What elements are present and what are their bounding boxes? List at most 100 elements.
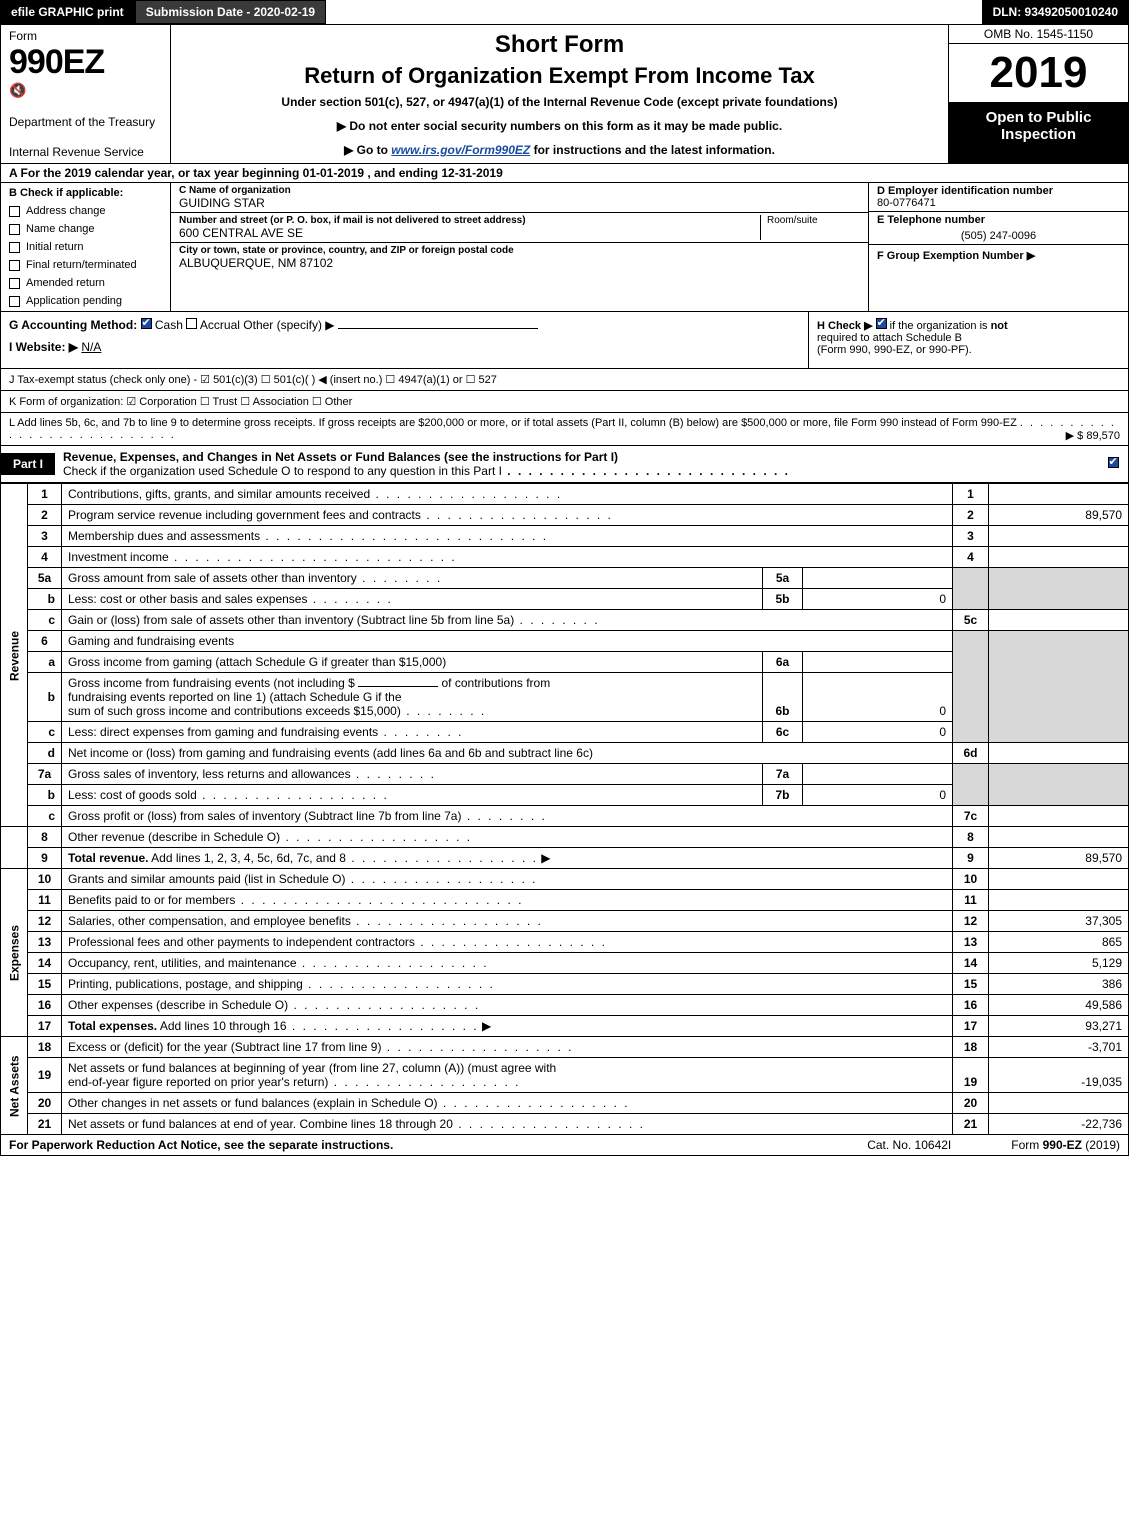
sa-6b: 0 (803, 673, 953, 722)
part1-header: Part I Revenue, Expenses, and Changes in… (0, 446, 1129, 483)
g-other: Other (specify) ▶ (243, 318, 334, 332)
6b-blank[interactable] (358, 686, 438, 687)
j-row: J Tax-exempt status (check only one) - ☑… (0, 369, 1129, 391)
revenue-side-label: Revenue (1, 484, 28, 827)
sl-6a: 6a (763, 652, 803, 673)
a-19: -19,035 (989, 1058, 1129, 1093)
n-20: 20 (953, 1093, 989, 1114)
org-name: GUIDING STAR (179, 196, 860, 210)
title-short: Short Form (181, 31, 938, 59)
a-16: 49,586 (989, 995, 1129, 1016)
p1-dots (502, 464, 790, 478)
chk-address[interactable] (9, 206, 20, 217)
footer-left: For Paperwork Reduction Act Notice, see … (9, 1138, 393, 1152)
efile-print-button[interactable]: efile GRAPHIC print (0, 0, 135, 24)
a-18: -3,701 (989, 1037, 1129, 1058)
submission-date-button[interactable]: Submission Date - 2020-02-19 (135, 0, 326, 24)
a-10 (989, 869, 1129, 890)
a-4 (989, 547, 1129, 568)
subtitle-goto: ▶ Go to www.irs.gov/Form990EZ for instru… (181, 143, 938, 157)
a-20 (989, 1093, 1129, 1114)
revenue-table: Revenue 1 Contributions, gifts, grants, … (0, 483, 1129, 1135)
irs-link[interactable]: www.irs.gov/Form990EZ (391, 143, 530, 157)
chk-amended[interactable] (9, 278, 20, 289)
d-6c: Less: direct expenses from gaming and fu… (68, 725, 378, 739)
n-21: 21 (953, 1114, 989, 1135)
column-d: D Employer identification number 80-0776… (868, 183, 1128, 311)
n-19: 19 (953, 1058, 989, 1093)
chk-initial[interactable] (9, 242, 20, 253)
chk-final[interactable] (9, 260, 20, 271)
opt-final: Final return/terminated (26, 259, 137, 271)
revenue-side-cont (1, 827, 28, 869)
a-12: 37,305 (989, 911, 1129, 932)
row-a-tax-year: A For the 2019 calendar year, or tax yea… (0, 164, 1129, 183)
d-6: Gaming and fundraising events (62, 631, 953, 652)
d-6b-3: fundraising events reported on line 1) (… (68, 690, 402, 704)
d-3: Membership dues and assessments (68, 529, 260, 543)
org-city: ALBUQUERQUE, NM 87102 (179, 256, 860, 270)
part1-title: Revenue, Expenses, and Changes in Net As… (55, 446, 1098, 482)
column-c: C Name of organization GUIDING STAR Numb… (171, 183, 868, 311)
chk-accrual[interactable] (186, 318, 197, 329)
a-14: 5,129 (989, 953, 1129, 974)
d-16: Other expenses (describe in Schedule O) (68, 998, 288, 1012)
ein-value: 80-0776471 (877, 197, 1120, 209)
d-17: Add lines 10 through 16 (160, 1019, 287, 1033)
d-1: Contributions, gifts, grants, and simila… (68, 487, 370, 501)
form-header: Form 990EZ 🔇 Department of the Treasury … (0, 25, 1129, 164)
ln-19: 19 (28, 1058, 62, 1093)
sa-7b: 0 (803, 785, 953, 806)
n-8: 8 (953, 827, 989, 848)
chk-pending[interactable] (9, 296, 20, 307)
a-21: -22,736 (989, 1114, 1129, 1135)
chk-cash[interactable] (141, 318, 152, 329)
website-label: I Website: ▶ (9, 340, 78, 354)
ln-5a: 5a (28, 568, 62, 589)
g-h-row: G Accounting Method: Cash Accrual Other … (0, 312, 1129, 369)
top-bar: efile GRAPHIC print Submission Date - 20… (0, 0, 1129, 25)
b-title: B Check if applicable: (9, 187, 162, 199)
ln-14: 14 (28, 953, 62, 974)
a-7c (989, 806, 1129, 827)
opt-address: Address change (26, 205, 106, 217)
g-other-input[interactable] (338, 328, 538, 329)
h-box: H Check ▶ if the organization is not req… (808, 312, 1128, 368)
opt-initial: Initial return (26, 241, 83, 253)
chk-name[interactable] (9, 224, 20, 235)
a-1 (989, 484, 1129, 505)
a-3 (989, 526, 1129, 547)
n-15: 15 (953, 974, 989, 995)
c-name-label: C Name of organization (179, 185, 860, 196)
c-city-label: City or town, state or province, country… (179, 245, 860, 256)
chk-part1[interactable] (1108, 457, 1119, 468)
d-5a: Gross amount from sale of assets other t… (68, 571, 357, 585)
ln-13: 13 (28, 932, 62, 953)
n-5c: 5c (953, 610, 989, 631)
chk-h[interactable] (876, 318, 887, 329)
opt-name: Name change (26, 223, 95, 235)
title-main: Return of Organization Exempt From Incom… (181, 63, 938, 89)
ln-1: 1 (28, 484, 62, 505)
ln-8: 8 (28, 827, 62, 848)
d-12: Salaries, other compensation, and employ… (68, 914, 351, 928)
sl-5b: 5b (763, 589, 803, 610)
d-19-1: Net assets or fund balances at beginning… (68, 1061, 556, 1075)
a-9: 89,570 (989, 848, 1129, 869)
ln-10: 10 (28, 869, 62, 890)
tel-value: (505) 247-0096 (877, 226, 1120, 242)
website-value: N/A (81, 340, 101, 354)
ln-18: 18 (28, 1037, 62, 1058)
footer-cat: Cat. No. 10642I (867, 1138, 951, 1152)
sa-6c: 0 (803, 722, 953, 743)
g-cash: Cash (155, 318, 183, 332)
a-13: 865 (989, 932, 1129, 953)
sl-7a: 7a (763, 764, 803, 785)
group-exempt-label: F Group Exemption Number ▶ (877, 250, 1035, 262)
d-19-2: end-of-year figure reported on prior yea… (68, 1075, 328, 1089)
form-label: Form (9, 29, 162, 43)
audio-icon: 🔇 (9, 82, 162, 99)
part1-title-text: Revenue, Expenses, and Changes in Net As… (63, 450, 618, 464)
a-17: 93,271 (989, 1016, 1129, 1037)
c-addr-label: Number and street (or P. O. box, if mail… (179, 215, 760, 226)
